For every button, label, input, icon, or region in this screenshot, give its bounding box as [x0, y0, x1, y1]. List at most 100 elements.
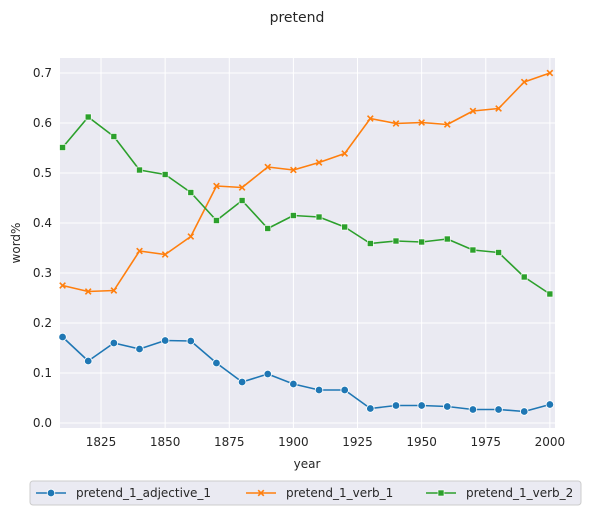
data-point — [315, 213, 323, 221]
data-point — [417, 401, 426, 410]
x-tick-label: 1950 — [406, 435, 437, 449]
data-point — [341, 150, 349, 157]
y-axis-ticks: 0.0 0.1 0.2 0.3 0.4 0.5 0.6 0.7 — [33, 66, 52, 430]
x-tick-label: 1850 — [150, 435, 181, 449]
series-line — [62, 336, 551, 413]
legend-box — [29, 480, 582, 506]
x-axis-ticks: 1825 1850 1875 1900 1925 1950 1975 2000 — [86, 435, 565, 449]
legend-item: pretend_1_verb_2 — [426, 486, 573, 500]
data-point — [443, 235, 451, 243]
data-point — [545, 400, 555, 409]
data-point — [213, 182, 220, 190]
plot-area — [60, 58, 555, 428]
data-point — [212, 358, 221, 368]
data-point — [136, 166, 143, 174]
data-point — [84, 288, 92, 295]
data-point — [84, 356, 93, 366]
data-point — [238, 197, 246, 204]
chart-title: pretend — [270, 10, 325, 26]
y-axis-label: word% — [9, 223, 23, 264]
data-point — [59, 144, 66, 151]
data-point — [187, 233, 195, 240]
data-point — [161, 251, 169, 258]
data-point — [315, 159, 323, 166]
data-point — [520, 273, 528, 281]
data-point — [186, 336, 196, 346]
x-tick-label: 1825 — [86, 435, 117, 449]
x-axis-label: year — [294, 457, 321, 471]
series-line — [62, 72, 551, 293]
grid — [60, 58, 555, 428]
x-tick-label: 1900 — [278, 435, 309, 449]
data-point — [238, 184, 246, 191]
data-point — [264, 163, 272, 171]
series-pretend_1_verb_2 — [59, 113, 554, 298]
data-point — [314, 385, 324, 395]
data-point — [213, 217, 220, 224]
data-point — [495, 249, 502, 256]
data-point — [418, 119, 425, 126]
data-point — [187, 189, 195, 196]
x-tick-label: 1875 — [214, 435, 245, 449]
data-point — [341, 223, 348, 231]
y-tick-label: 0.2 — [33, 316, 52, 330]
data-point — [469, 107, 477, 115]
data-point — [46, 488, 56, 498]
data-point — [58, 332, 67, 342]
data-point — [290, 212, 297, 219]
data-point — [520, 407, 529, 416]
legend-item: pretend_1_verb_1 — [246, 486, 393, 500]
data-point — [109, 338, 119, 348]
data-point — [135, 344, 144, 354]
data-point — [290, 166, 297, 174]
data-point — [84, 113, 92, 121]
data-point — [160, 336, 170, 345]
x-tick-label: 2000 — [535, 435, 566, 449]
data-point — [110, 287, 118, 294]
data-point — [443, 121, 451, 128]
data-point — [263, 369, 272, 379]
data-point — [264, 225, 272, 232]
y-tick-label: 0.3 — [33, 266, 52, 280]
data-point — [494, 405, 503, 414]
data-point — [257, 489, 265, 497]
x-tick-label: 1975 — [470, 435, 501, 449]
data-point — [289, 379, 298, 389]
data-point — [366, 115, 374, 122]
data-point — [469, 246, 477, 254]
data-point — [443, 402, 452, 411]
y-tick-label: 0.1 — [33, 366, 52, 380]
data-point — [468, 405, 478, 414]
series-line — [61, 116, 551, 295]
y-tick-label: 0.7 — [33, 66, 52, 80]
data-point — [366, 404, 375, 413]
data-point — [546, 69, 554, 77]
data-point — [136, 247, 143, 255]
legend: pretend_1_adjective_1 pretend_1_verb_1 pre… — [29, 480, 582, 506]
data-point — [520, 78, 528, 86]
data-point — [110, 133, 118, 140]
data-point — [392, 237, 400, 245]
legend-item: pretend_1_adjective_1 — [36, 486, 211, 500]
data-point — [340, 385, 349, 395]
y-tick-label: 0.4 — [33, 216, 52, 230]
data-point — [418, 238, 425, 246]
data-point — [391, 401, 401, 410]
series-pretend_1_adjective_1 — [58, 332, 555, 416]
x-tick-label: 1925 — [342, 435, 373, 449]
legend-label: pretend_1_verb_2 — [466, 486, 573, 500]
data-point — [392, 120, 400, 127]
data-point — [237, 377, 247, 387]
data-point — [546, 290, 554, 298]
series-group — [58, 69, 555, 416]
y-tick-label: 0.0 — [33, 416, 52, 430]
data-point — [495, 105, 502, 112]
data-point — [367, 240, 374, 247]
series-pretend_1_verb_1 — [59, 69, 554, 295]
data-point — [161, 171, 169, 178]
data-point — [437, 489, 445, 497]
y-tick-label: 0.5 — [33, 166, 52, 180]
legend-label: pretend_1_adjective_1 — [76, 486, 211, 500]
legend-label: pretend_1_verb_1 — [286, 486, 393, 500]
